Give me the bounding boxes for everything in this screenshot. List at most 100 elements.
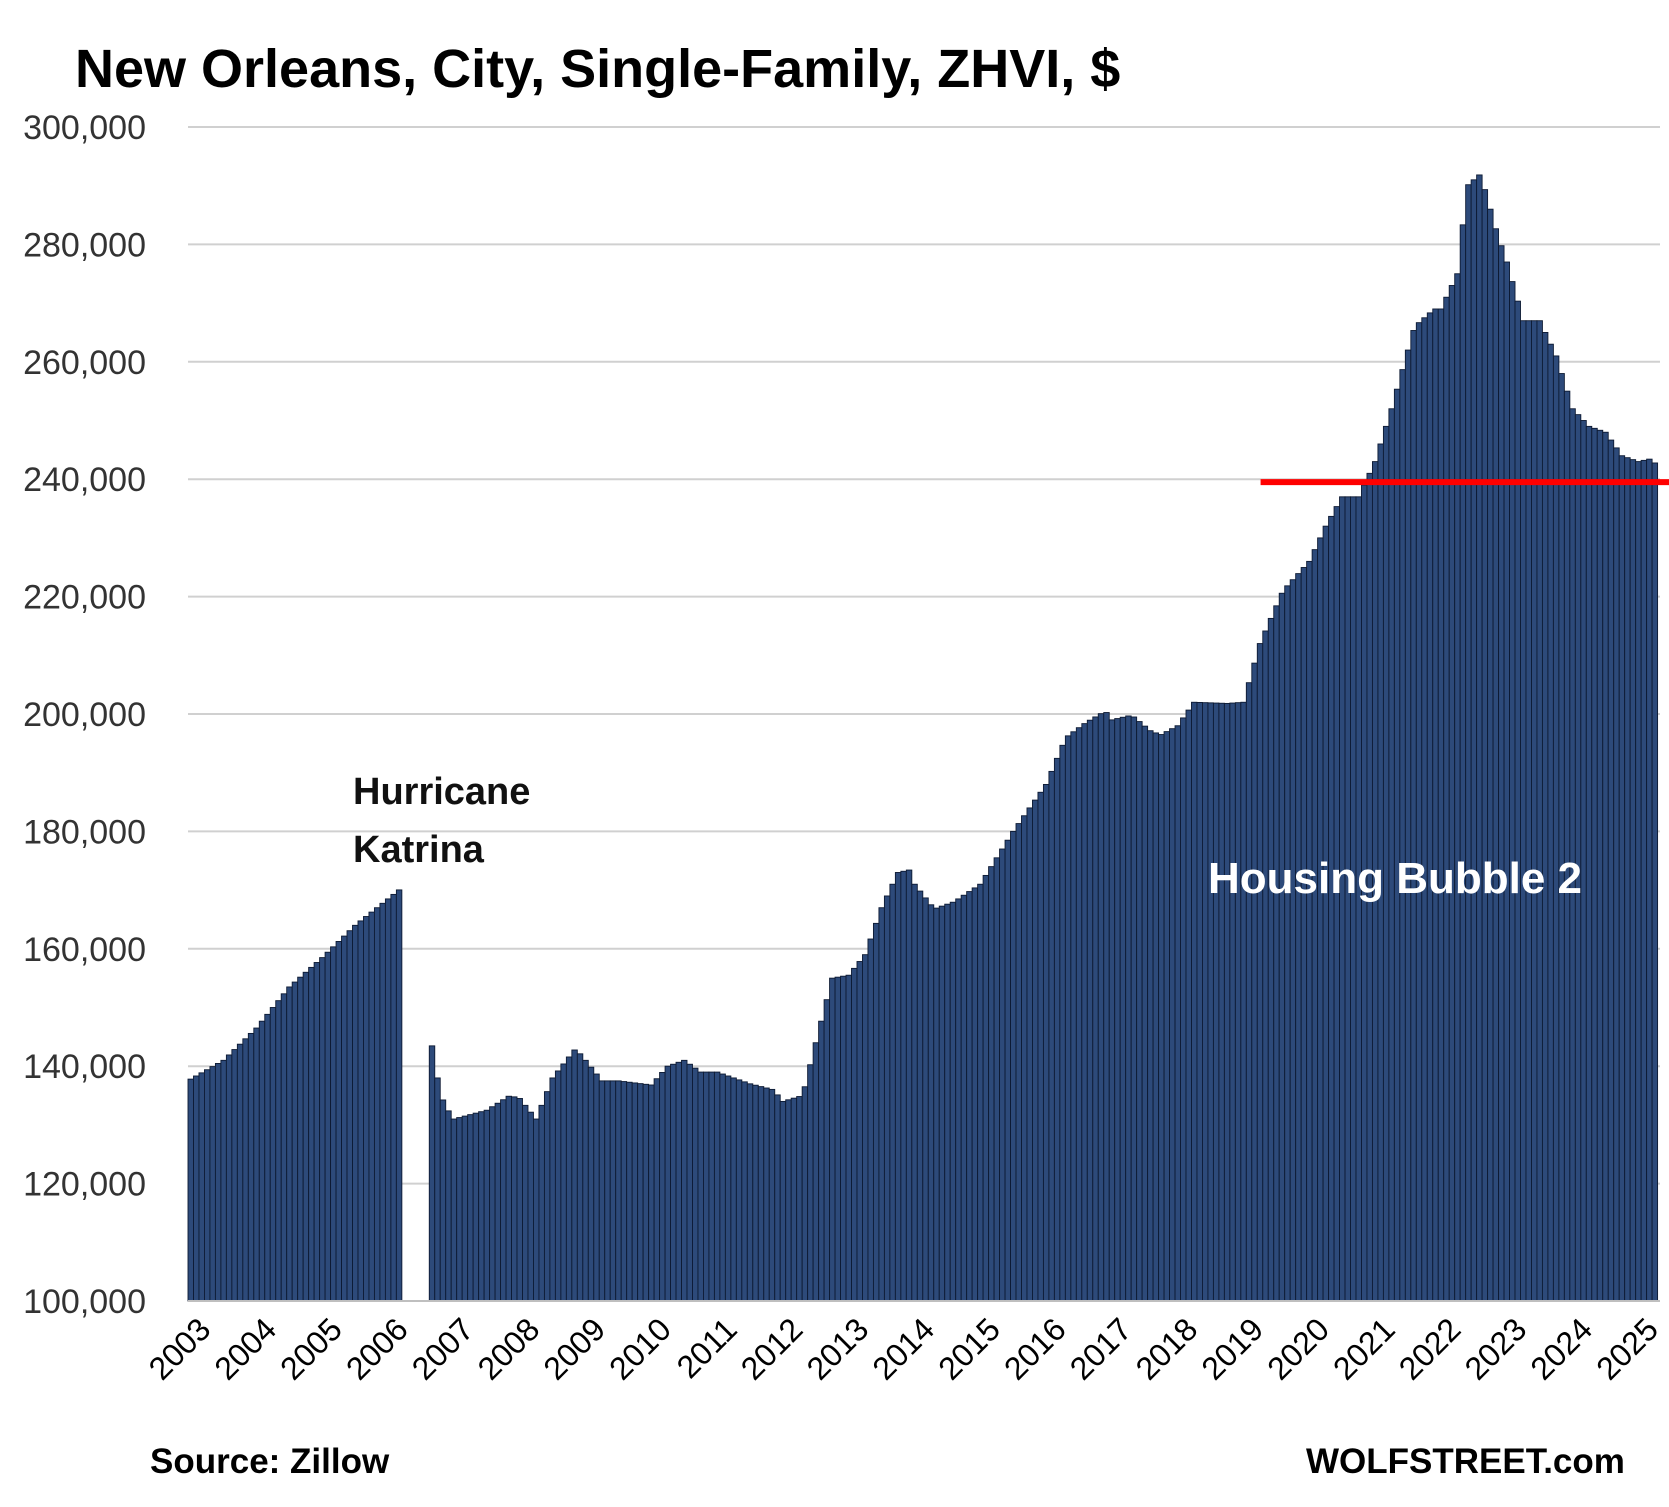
data-bar	[187, 1078, 194, 1302]
data-bar	[1152, 732, 1160, 1302]
data-bar	[999, 848, 1006, 1302]
data-bar	[977, 883, 984, 1302]
data-bar	[922, 897, 929, 1302]
data-bar	[1552, 355, 1560, 1302]
data-bar	[779, 1100, 787, 1302]
data-bar	[1481, 189, 1489, 1302]
data-bar	[1021, 815, 1028, 1302]
data-bar	[730, 1077, 737, 1302]
data-bar	[1196, 702, 1203, 1302]
data-bar	[637, 1083, 644, 1302]
data-bar	[1174, 725, 1181, 1302]
data-bar	[1393, 388, 1401, 1302]
data-bar	[686, 1063, 693, 1302]
data-bar	[1180, 717, 1187, 1302]
y-tick-label: 220,000	[23, 579, 146, 617]
data-bar	[1108, 719, 1116, 1302]
data-bar	[269, 1007, 277, 1302]
data-bar	[697, 1071, 704, 1302]
data-bar	[993, 857, 1001, 1302]
data-bar	[1602, 431, 1609, 1302]
data-bar	[204, 1069, 211, 1302]
bar-series	[187, 174, 1659, 1302]
data-bar	[829, 977, 836, 1302]
data-bar	[214, 1063, 222, 1302]
data-bar	[1169, 728, 1176, 1302]
data-bar	[1256, 643, 1264, 1302]
data-bar	[1410, 330, 1417, 1302]
x-tick-label: 2023	[1458, 1311, 1534, 1387]
x-tick-label: 2025	[1589, 1311, 1665, 1387]
data-bar	[1163, 731, 1171, 1302]
data-bar	[264, 1013, 271, 1302]
data-bar	[1015, 823, 1022, 1302]
data-bar	[1130, 716, 1138, 1302]
data-bar	[642, 1083, 650, 1302]
data-bar	[746, 1083, 754, 1302]
data-bar	[1010, 830, 1017, 1302]
data-bar	[1404, 349, 1412, 1302]
data-bar	[631, 1082, 639, 1302]
data-bar	[1262, 630, 1269, 1302]
data-bar	[560, 1063, 567, 1302]
data-bar	[1503, 261, 1510, 1302]
data-bar	[1070, 731, 1077, 1302]
data-bar	[554, 1070, 562, 1302]
data-bar	[220, 1059, 227, 1302]
data-bar	[735, 1079, 743, 1302]
data-bar	[894, 872, 902, 1302]
data-bar	[1245, 682, 1253, 1302]
annotation-housing-bubble-2: Housing Bubble 2	[1208, 854, 1582, 903]
x-tick-label: 2015	[931, 1311, 1007, 1387]
data-bar	[445, 1110, 452, 1302]
data-bar	[1086, 719, 1094, 1302]
source-label: Source: Zillow	[150, 1442, 390, 1481]
data-bar	[275, 1000, 282, 1302]
data-bar	[1399, 369, 1406, 1302]
annotation-katrina-line-1: Hurricane	[353, 771, 530, 813]
data-bar	[1328, 515, 1335, 1302]
data-bar	[472, 1112, 480, 1302]
data-bar	[867, 938, 874, 1302]
data-bar	[1119, 716, 1127, 1302]
data-bar	[938, 905, 946, 1302]
data-bar	[330, 946, 337, 1302]
data-bar	[785, 1099, 792, 1302]
x-tick-label: 2014	[865, 1311, 941, 1387]
data-bar	[1114, 718, 1121, 1302]
y-tick-label: 240,000	[23, 461, 146, 499]
data-bar	[527, 1111, 534, 1302]
data-bar	[845, 974, 852, 1302]
data-bar	[1092, 716, 1099, 1302]
data-bar	[478, 1111, 485, 1302]
data-bar	[1322, 525, 1330, 1302]
data-bar	[812, 1042, 820, 1302]
data-bar	[1037, 791, 1044, 1302]
data-bar	[1509, 281, 1516, 1302]
data-bar	[193, 1075, 200, 1302]
data-bar	[1284, 585, 1291, 1302]
data-bar	[543, 1091, 551, 1302]
y-tick-label: 300,000	[23, 109, 146, 147]
data-bar	[840, 975, 847, 1302]
x-tick-label: 2021	[1326, 1311, 1402, 1387]
data-bar	[1426, 312, 1434, 1302]
data-bar	[247, 1032, 255, 1302]
data-bar	[1251, 662, 1258, 1302]
data-bar	[1147, 730, 1154, 1302]
data-bar	[1306, 560, 1313, 1302]
data-bar	[1048, 770, 1055, 1302]
data-bar	[1624, 457, 1631, 1302]
data-bar	[384, 898, 392, 1302]
data-bar	[1185, 709, 1192, 1302]
data-bar	[1267, 617, 1275, 1302]
data-bar	[900, 870, 907, 1302]
x-tick-label: 2003	[142, 1311, 218, 1387]
data-bar	[1585, 425, 1593, 1302]
data-bar	[1289, 579, 1297, 1302]
data-bar	[752, 1084, 759, 1302]
data-bar	[653, 1078, 661, 1302]
y-tick-label: 120,000	[23, 1166, 146, 1204]
data-bar	[724, 1075, 732, 1302]
